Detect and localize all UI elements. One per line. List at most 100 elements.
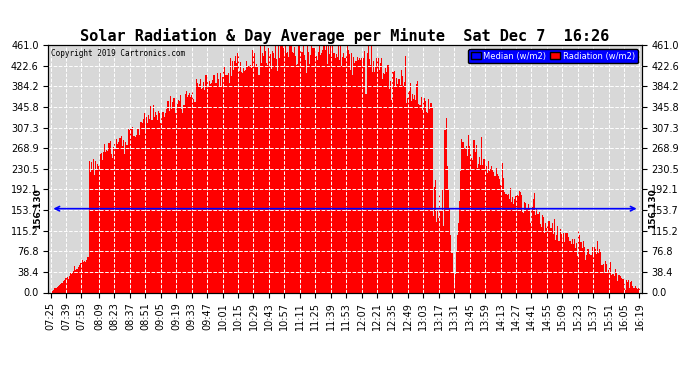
Bar [569,240,571,292]
Bar [273,53,274,292]
Bar [243,68,244,292]
Bar [217,79,219,292]
Bar [412,94,413,292]
Bar [160,123,161,292]
Bar [514,199,515,292]
Bar [613,276,615,292]
Bar [256,64,257,292]
Bar [377,58,379,292]
Bar [211,82,212,292]
Bar [68,279,69,292]
Bar [324,51,326,292]
Bar [414,94,415,292]
Bar [228,84,230,292]
Bar [261,63,262,292]
Bar [470,152,471,292]
Bar [329,54,330,292]
Bar [541,227,542,292]
Bar [531,209,532,292]
Bar [449,208,451,292]
Bar [291,52,293,292]
Bar [313,48,315,292]
Bar [146,117,147,292]
Bar [460,171,462,292]
Bar [566,233,567,292]
Bar [223,68,224,292]
Bar [148,116,149,292]
Bar [619,275,620,292]
Bar [139,135,140,292]
Bar [188,96,189,292]
Bar [595,249,596,292]
Bar [310,56,311,292]
Bar [405,56,406,292]
Bar [413,99,414,292]
Bar [129,130,130,292]
Bar [331,57,333,292]
Bar [169,111,170,292]
Bar [171,109,172,292]
Bar [149,119,150,292]
Bar [627,282,628,292]
Bar [319,45,320,292]
Bar [609,268,610,292]
Bar [396,78,397,292]
Bar [423,99,424,292]
Bar [340,45,341,292]
Bar [393,72,394,292]
Bar [300,49,302,292]
Bar [402,76,403,292]
Bar [308,53,309,292]
Bar [526,208,528,292]
Bar [254,53,255,292]
Bar [108,144,110,292]
Bar [276,59,277,292]
Bar [504,192,506,292]
Bar [237,53,239,292]
Bar [411,101,412,292]
Bar [128,129,129,292]
Bar [114,141,115,292]
Bar [580,242,582,292]
Bar [265,51,266,292]
Bar [445,129,446,292]
Bar [578,228,580,292]
Bar [141,123,143,292]
Bar [296,65,297,292]
Bar [234,61,235,292]
Bar [326,45,327,292]
Bar [199,84,200,292]
Bar [322,50,324,292]
Bar [179,102,180,292]
Bar [422,110,423,292]
Bar [79,265,80,292]
Bar [418,104,420,292]
Bar [191,95,193,292]
Bar [385,68,386,292]
Bar [152,105,154,292]
Bar [339,60,340,292]
Bar [593,247,595,292]
Bar [342,57,344,292]
Bar [134,136,135,292]
Bar [456,252,457,292]
Bar [306,73,307,292]
Bar [506,195,508,292]
Bar [62,283,63,292]
Bar [588,249,589,292]
Bar [278,45,279,292]
Bar [466,146,467,292]
Bar [562,238,563,292]
Bar [348,50,349,292]
Bar [60,284,61,292]
Bar [638,288,639,292]
Bar [611,275,613,292]
Bar [532,207,533,292]
Bar [309,64,310,292]
Bar [115,149,116,292]
Bar [190,97,191,292]
Bar [178,99,179,292]
Bar [130,129,132,292]
Text: 156.130: 156.130 [648,188,657,229]
Bar [157,120,158,292]
